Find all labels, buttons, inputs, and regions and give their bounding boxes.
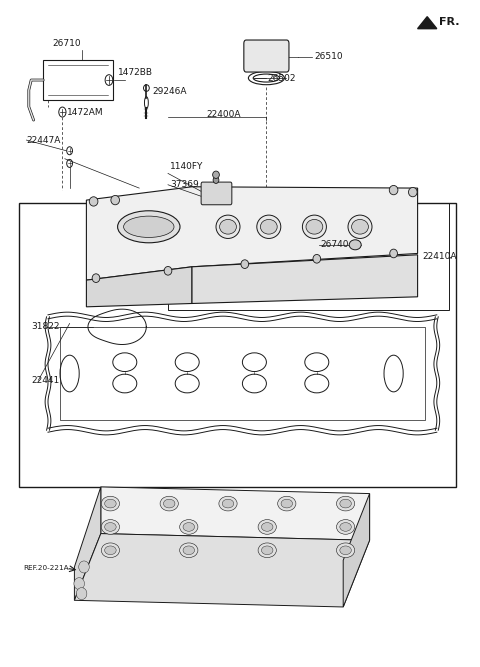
Ellipse shape bbox=[336, 520, 355, 534]
Polygon shape bbox=[343, 494, 370, 607]
Ellipse shape bbox=[219, 496, 237, 511]
Ellipse shape bbox=[262, 523, 273, 531]
Text: 22410A: 22410A bbox=[422, 252, 457, 261]
Ellipse shape bbox=[213, 177, 219, 183]
Text: 1472AM: 1472AM bbox=[67, 107, 104, 117]
Text: 26502: 26502 bbox=[268, 73, 296, 83]
Ellipse shape bbox=[105, 499, 116, 508]
Ellipse shape bbox=[101, 520, 120, 534]
Ellipse shape bbox=[389, 185, 398, 195]
Ellipse shape bbox=[351, 219, 369, 234]
Ellipse shape bbox=[213, 171, 219, 179]
Ellipse shape bbox=[219, 219, 236, 234]
Ellipse shape bbox=[261, 219, 277, 234]
Text: FR.: FR. bbox=[439, 17, 460, 27]
Text: 1140FY: 1140FY bbox=[170, 163, 204, 171]
Ellipse shape bbox=[340, 546, 351, 555]
Ellipse shape bbox=[390, 249, 397, 258]
Ellipse shape bbox=[164, 266, 172, 275]
Polygon shape bbox=[192, 255, 418, 303]
Text: 22400A: 22400A bbox=[206, 110, 241, 119]
Ellipse shape bbox=[183, 546, 194, 555]
Ellipse shape bbox=[160, 496, 179, 511]
Text: REF.20-221A: REF.20-221A bbox=[23, 566, 69, 571]
Text: 22447A: 22447A bbox=[26, 135, 61, 145]
Ellipse shape bbox=[89, 197, 98, 206]
Ellipse shape bbox=[101, 496, 120, 511]
Ellipse shape bbox=[336, 543, 355, 558]
Ellipse shape bbox=[183, 523, 194, 531]
Polygon shape bbox=[86, 187, 418, 280]
Ellipse shape bbox=[79, 561, 89, 573]
Ellipse shape bbox=[105, 546, 116, 555]
Ellipse shape bbox=[163, 499, 175, 508]
Ellipse shape bbox=[258, 543, 276, 558]
Text: 31822: 31822 bbox=[31, 322, 60, 331]
Ellipse shape bbox=[340, 523, 351, 531]
Ellipse shape bbox=[262, 546, 273, 555]
Ellipse shape bbox=[258, 520, 276, 534]
Text: 22441: 22441 bbox=[31, 376, 60, 385]
Text: 26710: 26710 bbox=[53, 39, 82, 48]
Bar bbox=[168, 203, 449, 310]
Ellipse shape bbox=[76, 588, 87, 600]
FancyBboxPatch shape bbox=[201, 182, 232, 205]
Ellipse shape bbox=[302, 215, 326, 239]
Ellipse shape bbox=[336, 496, 355, 511]
Ellipse shape bbox=[277, 496, 296, 511]
Ellipse shape bbox=[340, 499, 351, 508]
Ellipse shape bbox=[222, 499, 234, 508]
Polygon shape bbox=[418, 17, 437, 29]
Ellipse shape bbox=[306, 219, 323, 234]
Text: 37369: 37369 bbox=[170, 180, 199, 189]
Ellipse shape bbox=[105, 523, 116, 531]
Text: 26510: 26510 bbox=[314, 52, 343, 61]
Bar bbox=[43, 60, 113, 100]
Ellipse shape bbox=[180, 543, 198, 558]
Ellipse shape bbox=[257, 215, 281, 239]
Bar bbox=[60, 327, 425, 420]
Ellipse shape bbox=[348, 215, 372, 239]
Ellipse shape bbox=[281, 499, 292, 508]
Ellipse shape bbox=[111, 195, 120, 205]
Ellipse shape bbox=[408, 187, 417, 197]
Polygon shape bbox=[74, 487, 101, 600]
FancyBboxPatch shape bbox=[244, 40, 289, 72]
Ellipse shape bbox=[124, 216, 174, 237]
Text: 1472BB: 1472BB bbox=[118, 67, 153, 77]
Ellipse shape bbox=[118, 211, 180, 243]
Text: 29246A: 29246A bbox=[152, 87, 187, 96]
Text: 26740: 26740 bbox=[321, 240, 349, 249]
Ellipse shape bbox=[180, 520, 198, 534]
Bar bbox=[19, 203, 456, 487]
Ellipse shape bbox=[241, 259, 249, 269]
Ellipse shape bbox=[349, 240, 361, 249]
Ellipse shape bbox=[216, 215, 240, 239]
Ellipse shape bbox=[74, 578, 84, 590]
Ellipse shape bbox=[313, 254, 321, 263]
Ellipse shape bbox=[92, 273, 100, 283]
Polygon shape bbox=[74, 534, 370, 607]
Polygon shape bbox=[86, 267, 192, 307]
Polygon shape bbox=[101, 487, 370, 540]
Ellipse shape bbox=[101, 543, 120, 558]
